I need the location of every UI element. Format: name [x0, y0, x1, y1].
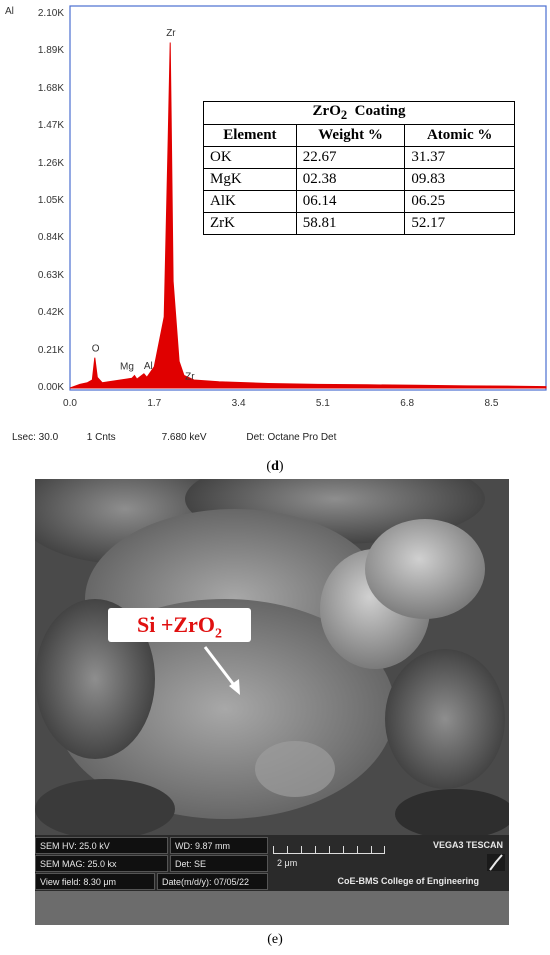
- y-tick-label: 1.68K: [37, 82, 64, 94]
- cell-element: AlK: [203, 190, 297, 213]
- caption-d: (d): [266, 459, 284, 474]
- cell-element: OK: [203, 146, 297, 169]
- status-det: Det: Octane Pro Det: [246, 432, 337, 443]
- table-row: AlK 06.14 06.25: [203, 190, 515, 213]
- peak-label: Mg: [120, 362, 134, 373]
- caption-e-letter: e: [271, 932, 279, 947]
- y-tick-label: 0.00K: [37, 382, 64, 393]
- peak-label: O: [92, 344, 100, 355]
- table-row: OK 22.67 31.37: [203, 146, 515, 169]
- table-title: ZrO2 Coating: [203, 101, 515, 125]
- arrow-head: [229, 679, 240, 695]
- info-brand: VEGA3 TESCAN: [432, 840, 503, 850]
- plot-frame: [69, 5, 547, 391]
- header-weight: Weight %: [295, 124, 406, 147]
- spectrum-series: [69, 42, 547, 389]
- status-cnts: 1 Cnts: [86, 432, 116, 443]
- cell-atomic: 52.17: [404, 212, 515, 235]
- y-tick-label: 0.42K: [37, 307, 64, 319]
- info-det: Det: SE: [170, 855, 268, 872]
- table-title-sub: 2: [340, 108, 348, 122]
- y-tick-label: 1.26K: [37, 157, 64, 169]
- header-element: Element: [203, 124, 297, 147]
- sem-label-main: Si +ZrO: [137, 612, 215, 637]
- cell-atomic: 09.83: [404, 168, 515, 191]
- x-tick-label: 3.4: [231, 398, 246, 409]
- tescan-logo-icon: [487, 854, 505, 871]
- table-title-main: ZrO: [312, 103, 341, 119]
- caption-d-letter: d: [271, 459, 279, 474]
- arrow-shaft: [203, 646, 239, 690]
- sem-bottom-strip: [35, 891, 509, 925]
- sem-label-sub: 2: [214, 626, 222, 642]
- y-tick-label: 0.63K: [37, 269, 64, 281]
- y-tick-label: 1.47K: [37, 120, 64, 132]
- caption-e: (e): [267, 932, 283, 947]
- sem-image-panel: Si +ZrO2 SEM HV: 25.0 kV WD: 9.87 mm VEG…: [35, 479, 509, 925]
- peak-label: Zr: [185, 371, 195, 382]
- x-tick-label: 8.5: [484, 398, 499, 409]
- sem-info-bar: SEM HV: 25.0 kV WD: 9.87 mm VEGA3 TESCAN…: [35, 835, 509, 891]
- corner-label: Al: [5, 6, 14, 17]
- table-title-rest: Coating: [354, 103, 406, 119]
- cell-weight: 06.14: [295, 190, 406, 213]
- cell-atomic: 06.25: [404, 190, 515, 213]
- peak-label: Al: [144, 361, 153, 372]
- info-wd: WD: 9.87 mm: [170, 837, 268, 854]
- info-field: View field: 8.30 μm: [35, 873, 155, 890]
- y-tick-label: 2.10K: [37, 8, 64, 19]
- info-hv: SEM HV: 25.0 kV: [35, 837, 168, 854]
- info-date: Date(m/d/y): 07/05/22: [157, 873, 268, 890]
- eds-spectrum-panel: Al 0.00K 0.21K 0.42K 0.63K 0.84K 1.05K 1.26K 1.…: [0, 0, 550, 450]
- cell-weight: 22.67: [295, 146, 406, 169]
- table-row: ZrK 58.81 52.17: [203, 212, 515, 235]
- y-tick-label: 1.89K: [37, 45, 64, 57]
- peak-label: Zr: [166, 28, 176, 39]
- cell-atomic: 31.37: [404, 146, 515, 169]
- table-row: MgK 02.38 09.83: [203, 168, 515, 191]
- composition-table: ZrO2 Coating Element Weight % Atomic % O…: [203, 101, 515, 235]
- cell-weight: 58.81: [295, 212, 406, 235]
- cell-weight: 02.38: [295, 168, 406, 191]
- x-tick-label: 1.7: [147, 398, 162, 409]
- cell-element: ZrK: [203, 212, 297, 235]
- y-tick-label: 0.21K: [37, 344, 64, 356]
- info-scale: 2 μm: [277, 858, 298, 868]
- status-line: Lsec: 30.0 1 Cnts 7.680 keV Det: Octane …: [12, 432, 336, 443]
- sem-micrograph: [35, 479, 509, 835]
- sem-annotation-label: Si +ZrO2: [108, 608, 251, 642]
- scale-bar: [273, 841, 385, 854]
- x-tick-label: 5.1: [315, 398, 330, 409]
- y-tick-label: 1.05K: [37, 195, 64, 206]
- status-lsec: Lsec: 30.0: [12, 432, 59, 443]
- info-org: CoE-BMS College of Engineering: [337, 876, 479, 886]
- status-kev: 7.680 keV: [161, 432, 207, 443]
- info-mag: SEM MAG: 25.0 kx: [35, 855, 168, 872]
- y-tick-label: 0.84K: [37, 232, 64, 244]
- x-tick-label: 0.0: [63, 398, 77, 409]
- cell-element: MgK: [203, 168, 297, 191]
- x-tick-label: 6.8: [400, 398, 415, 409]
- header-atomic: Atomic %: [404, 124, 515, 147]
